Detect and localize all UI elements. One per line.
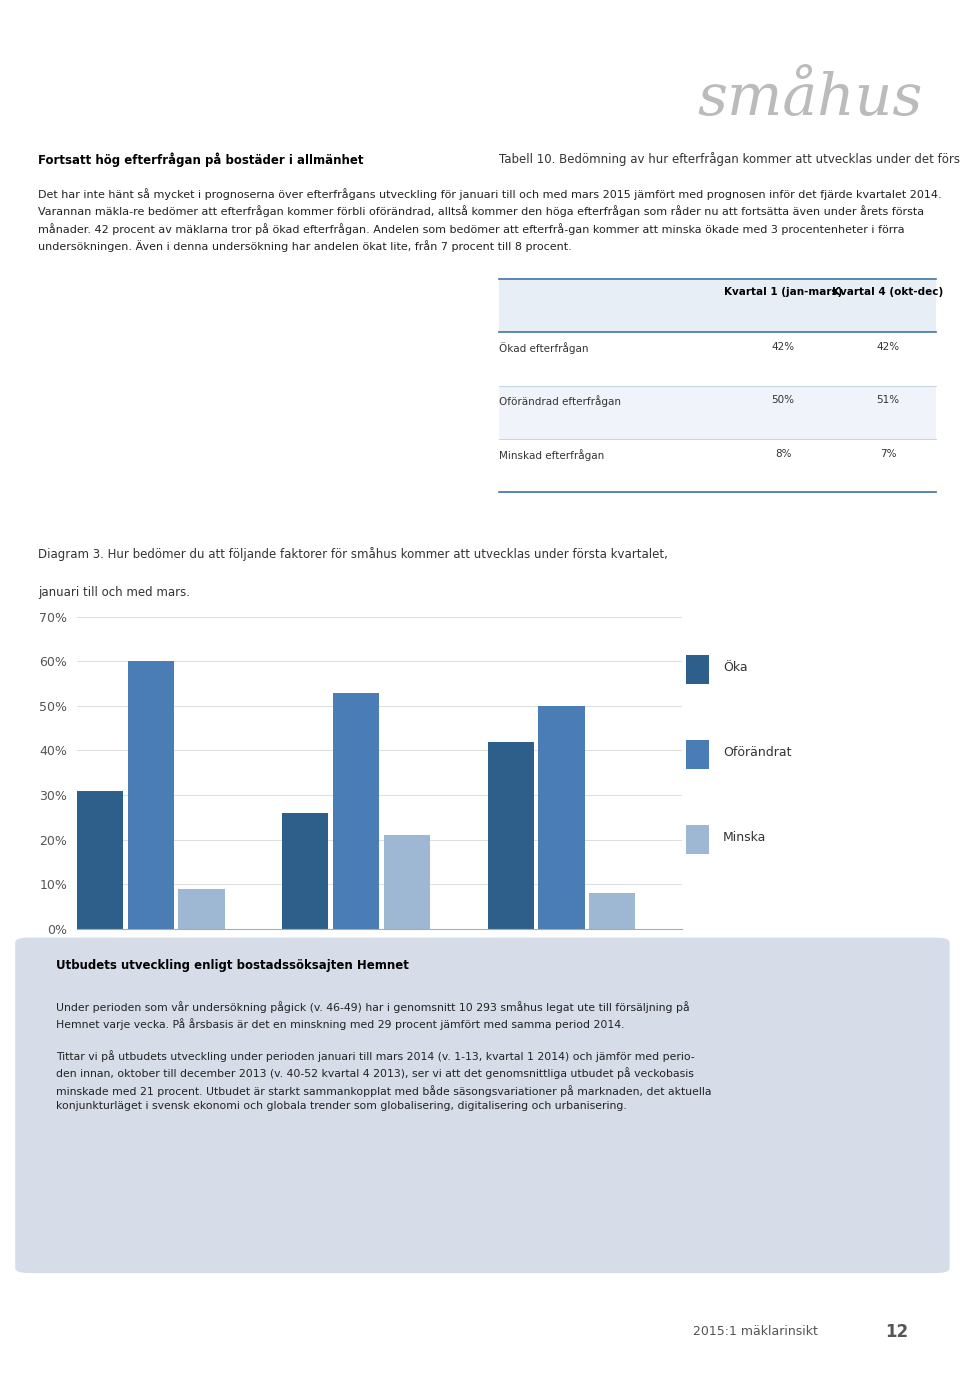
Bar (686, 825, 709, 854)
Text: 42%: 42% (772, 342, 795, 352)
Bar (488, 742, 534, 929)
Bar (589, 893, 636, 929)
Bar (77, 790, 123, 929)
Text: Utbudets utveckling enligt bostadssöksajten Hemnet: Utbudets utveckling enligt bostadssöksaj… (56, 959, 409, 972)
Text: Det har inte hänt så mycket i prognoserna över efterfrågans utveckling för janua: Det har inte hänt så mycket i prognosern… (38, 188, 942, 252)
Text: Oförändrat: Oförändrat (723, 746, 792, 758)
Text: 42%: 42% (876, 342, 900, 352)
Text: Minskad efterfrågan: Minskad efterfrågan (499, 449, 605, 460)
Bar (686, 740, 709, 769)
Text: Öka: Öka (723, 661, 748, 674)
Text: Kvartal 4 (okt-dec): Kvartal 4 (okt-dec) (832, 287, 944, 297)
Bar (499, 439, 936, 492)
Bar (179, 888, 225, 929)
Bar (128, 661, 174, 929)
Text: 50%: 50% (772, 395, 795, 405)
Text: januari till och med mars.: januari till och med mars. (38, 585, 190, 599)
Bar (686, 656, 709, 685)
Bar (384, 834, 430, 929)
Text: Under perioden som vår undersökning pågick (v. 46-49) har i genomsnitt 10 293 sm: Under perioden som vår undersökning pågi… (56, 1001, 711, 1112)
Text: Oförändrad efterfrågan: Oförändrad efterfrågan (499, 395, 621, 407)
Text: Tabell 10. Bedömning av hur efterfrågan kommer att utvecklas under det första kv: Tabell 10. Bedömning av hur efterfrågan … (499, 152, 960, 166)
Text: Ökad efterfrågan: Ökad efterfrågan (499, 342, 588, 353)
Bar (539, 705, 585, 929)
Bar (499, 385, 936, 439)
Bar (282, 812, 328, 929)
Text: 7%: 7% (879, 449, 897, 459)
FancyBboxPatch shape (15, 937, 949, 1274)
Text: 8%: 8% (775, 449, 791, 459)
Bar (499, 333, 936, 385)
Text: Kvartal 1 (jan-mars): Kvartal 1 (jan-mars) (724, 287, 842, 297)
Text: 51%: 51% (876, 395, 900, 405)
Text: 2015:1 mäklarinsikt: 2015:1 mäklarinsikt (693, 1325, 818, 1337)
Text: Diagram 3. Hur bedömer du att följande faktorer för småhus kommer att utvecklas : Diagram 3. Hur bedömer du att följande f… (38, 547, 668, 561)
Text: 12: 12 (886, 1322, 909, 1340)
Text: Fortsatt hög efterfrågan på bostäder i allmänhet: Fortsatt hög efterfrågan på bostäder i a… (38, 152, 364, 168)
Text: småhus: småhus (697, 71, 923, 128)
Bar (333, 693, 379, 929)
Bar (499, 279, 936, 333)
Text: Minska: Minska (723, 830, 766, 844)
